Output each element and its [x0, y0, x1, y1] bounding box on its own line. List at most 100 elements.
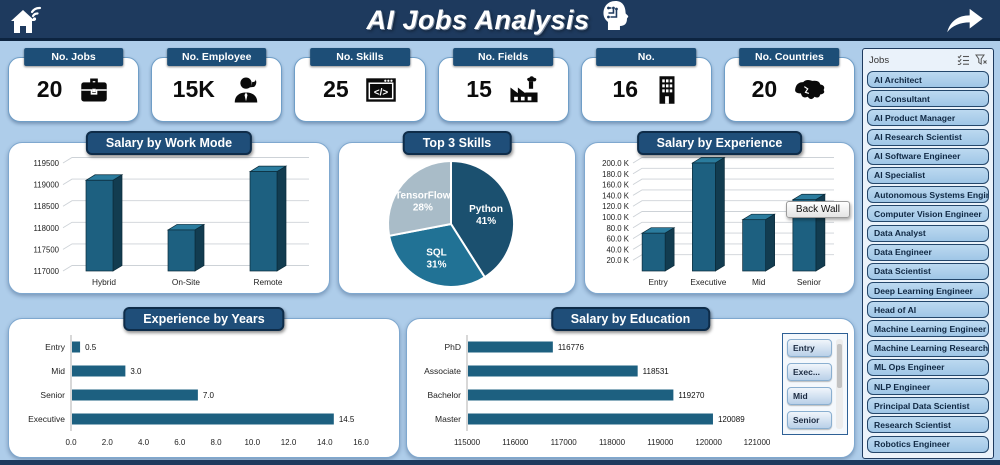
experience-slicer-option[interactable]: Mid — [787, 387, 832, 405]
experience-slicer-option[interactable]: Entry — [787, 339, 832, 357]
x-category-label: On-Site — [172, 277, 201, 287]
jobs-slicer-item[interactable]: Data Engineer — [867, 243, 989, 261]
jobs-slicer-item[interactable]: Robotics Engineer — [867, 435, 989, 453]
gridline — [62, 178, 309, 185]
jobs-slicer-item[interactable]: AI Software Engineer — [867, 147, 989, 165]
bar-Executive — [72, 413, 334, 425]
y-tick-label: 160.0 K — [602, 181, 630, 190]
experience-by-years-card: Experience by Years Entry 0.5 Mid 3.0 Senior… — [8, 307, 400, 458]
y-tick-label: 117500 — [34, 245, 60, 254]
slicer-scrollbar[interactable] — [836, 339, 843, 429]
kpi-body: 20 — [8, 57, 140, 122]
share-arrow-icon[interactable] — [944, 7, 986, 35]
x-category-label: Hybrid — [92, 277, 116, 287]
x-tick-label: 115000 — [454, 438, 481, 447]
bar-side — [715, 156, 725, 272]
x-tick-label: 10.0 — [244, 438, 260, 447]
home-icon[interactable] — [8, 4, 48, 38]
kpi-label: No. Fields — [453, 48, 553, 66]
pie-label: SQL 31% — [426, 248, 447, 271]
jobs-slicer-item[interactable]: AI Product Manager — [867, 109, 989, 127]
jobs-slicer-item[interactable]: Research Scientist — [867, 416, 989, 434]
gridline — [62, 157, 309, 164]
jobs-slicer-item[interactable]: AI Architect — [867, 71, 989, 88]
chart-title-salary-by-experience: Salary by Experience — [636, 131, 803, 155]
footer-bar — [0, 460, 1000, 465]
jobs-slicer-item[interactable]: ML Ops Engineer — [867, 358, 989, 376]
y-tick-label: 119500 — [34, 159, 60, 168]
jobs-slicer-item[interactable]: Data Scientist — [867, 262, 989, 280]
gridline — [632, 167, 834, 175]
kpi-body: 16 — [580, 57, 712, 122]
y-tick-label: 80.0 K — [606, 224, 629, 233]
jobs-slicer-item[interactable]: AI Specialist — [867, 166, 989, 184]
experience-slicer: Entry Exec... Mid Senior — [782, 333, 848, 435]
bar-On-Site — [167, 229, 196, 272]
gridline — [62, 243, 309, 250]
gridline — [62, 200, 309, 207]
top-3-skills-pie-chart: Python 41% SQL 31% TensorFlow 28% — [387, 159, 515, 288]
bar-Hybrid — [85, 179, 114, 272]
y-tick-label: 119000 — [34, 181, 60, 190]
building-icon — [654, 75, 680, 105]
jobs-slicer-item[interactable]: Head of AI — [867, 301, 989, 319]
jobs-slicer-item[interactable]: Machine Learning Engineer — [867, 320, 989, 338]
chart-title-top-3-skills: Top 3 Skills — [402, 131, 512, 155]
kpi-card-no: No. 16 — [580, 48, 712, 122]
experience-slicer-option[interactable]: Exec... — [787, 363, 832, 381]
x-category-label: Mid — [752, 277, 766, 287]
kpi-value: 20 — [751, 76, 778, 102]
briefcase-icon — [78, 76, 110, 104]
y-tick-label: 120.0 K — [602, 202, 630, 211]
jobs-slicer-item[interactable]: Data Analyst — [867, 224, 989, 242]
clear-filter-icon[interactable] — [975, 52, 987, 70]
y-tick-label: 117000 — [34, 267, 60, 276]
bar-Executive — [692, 162, 716, 272]
bar-value-label: 3.0 — [130, 367, 142, 376]
slicer-scrollbar-thumb[interactable] — [837, 344, 842, 388]
salary-by-experience-card: Salary by Experience 20.0 K 40.0 K 60.0 K 8… — [584, 131, 855, 294]
kpi-value: 15 — [466, 76, 492, 102]
kpi-row: No. Jobs 20 No. Employee 15K No. Skills 25 </>… — [8, 48, 856, 122]
jobs-slicer-item[interactable]: AI Research Scientist — [867, 128, 989, 146]
bar-Remote — [249, 171, 278, 272]
x-tick-label: 14.0 — [317, 438, 333, 447]
kpi-value: 16 — [612, 76, 639, 102]
kpi-card-no-jobs: No. Jobs 20 — [8, 48, 140, 122]
bar-value-label: 0.5 — [85, 343, 97, 352]
kpi-body: 25 </> — [294, 57, 426, 122]
x-tick-label: 119000 — [647, 438, 674, 447]
x-tick-label: 2.0 — [102, 438, 114, 447]
jobs-slicer-item[interactable]: Principal Data Scientist — [867, 397, 989, 415]
jobs-slicer-item[interactable]: Machine Learning Researcher — [867, 339, 989, 357]
y-tick-label: 140.0 K — [602, 191, 630, 200]
jobs-slicer-header: Jobs — [867, 53, 989, 68]
y-tick-label: 20.0 K — [606, 256, 629, 265]
page-title: AI Jobs Analysis — [366, 5, 590, 35]
jobs-slicer-item[interactable]: Computer Vision Engineer — [867, 205, 989, 223]
multi-select-icon[interactable] — [957, 52, 970, 70]
experience-slicer-option[interactable]: Senior — [787, 411, 832, 429]
salary-by-education-card: Salary by Education PhD 116776 Associate 11… — [406, 307, 855, 458]
x-tick-label: 4.0 — [138, 438, 150, 447]
jobs-slicer-title: Jobs — [869, 55, 890, 66]
jobs-slicer-item[interactable]: AI Consultant — [867, 90, 989, 108]
salary-by-work-mode-chart: 117000 117500 118000 118500 119000 119500 Hybr… — [34, 157, 309, 287]
jobs-slicer-item[interactable]: Deep Learning Engineer — [867, 282, 989, 300]
gridline — [62, 221, 309, 229]
salary-by-experience-chart: 20.0 K 40.0 K60.0 K 80.0 K 100.0 K 120.0 K 14… — [602, 156, 834, 287]
bar-side — [765, 213, 775, 272]
gridline — [632, 157, 834, 164]
x-category-label: Entry — [648, 277, 668, 287]
kpi-label: No. Employee — [166, 48, 267, 66]
jobs-slicer-item[interactable]: NLP Engineer — [867, 378, 989, 395]
jobs-slicer-item[interactable]: Autonomous Systems Engineer — [867, 186, 989, 204]
bar-Bachelor — [468, 389, 674, 401]
pie-slice-SQL — [387, 222, 487, 288]
top-3-skills-card: Top 3 Skills Python 41% SQL 31% TensorFlow 28… — [338, 131, 576, 294]
y-category-label: Bachelor — [427, 390, 461, 400]
y-category-label: Associate — [424, 366, 461, 376]
gridline — [632, 200, 834, 207]
kpi-body: 15 — [437, 57, 569, 122]
